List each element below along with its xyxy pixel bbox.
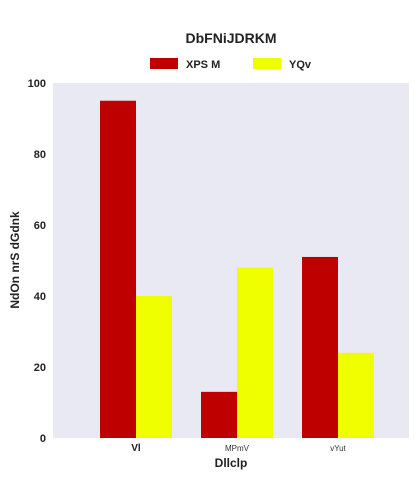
bar-yqv-mpmv: [237, 267, 273, 438]
bar-xps-m-vyut: [302, 256, 338, 438]
legend: XPS M YQv: [150, 58, 312, 71]
x-axis-label: Dllclp: [215, 456, 248, 470]
y-tick-40: 40: [34, 291, 46, 303]
bar-yqv-vl: [136, 296, 172, 438]
bar-yqv-vyut: [338, 352, 374, 438]
y-tick-0: 0: [40, 433, 46, 445]
y-axis-ticks: 0 20 40 60 80 100: [28, 78, 46, 445]
legend-label-yqv: YQv: [289, 59, 312, 71]
y-tick-80: 80: [34, 149, 46, 161]
bars-group: [100, 100, 374, 438]
bar-xps-m-vl: [100, 100, 136, 438]
y-axis-label: NdOn nrS dGdnk: [8, 211, 22, 309]
x-tick-mpmv: MPmV: [225, 444, 250, 453]
legend-swatch-yqv: [253, 58, 281, 69]
bar-xps-m-mpmv: [201, 391, 237, 438]
legend-swatch-xps-m: [150, 58, 178, 69]
y-tick-100: 100: [28, 78, 46, 90]
x-axis-ticks: Vl MPmV vYut: [131, 443, 346, 454]
legend-label-xps-m: XPS M: [186, 59, 220, 71]
x-tick-vyut: vYut: [330, 444, 346, 453]
chart-title: DbFNiJDRKM: [186, 30, 277, 46]
y-tick-60: 60: [34, 220, 46, 232]
y-tick-20: 20: [34, 362, 46, 374]
x-tick-vl: Vl: [131, 443, 141, 454]
